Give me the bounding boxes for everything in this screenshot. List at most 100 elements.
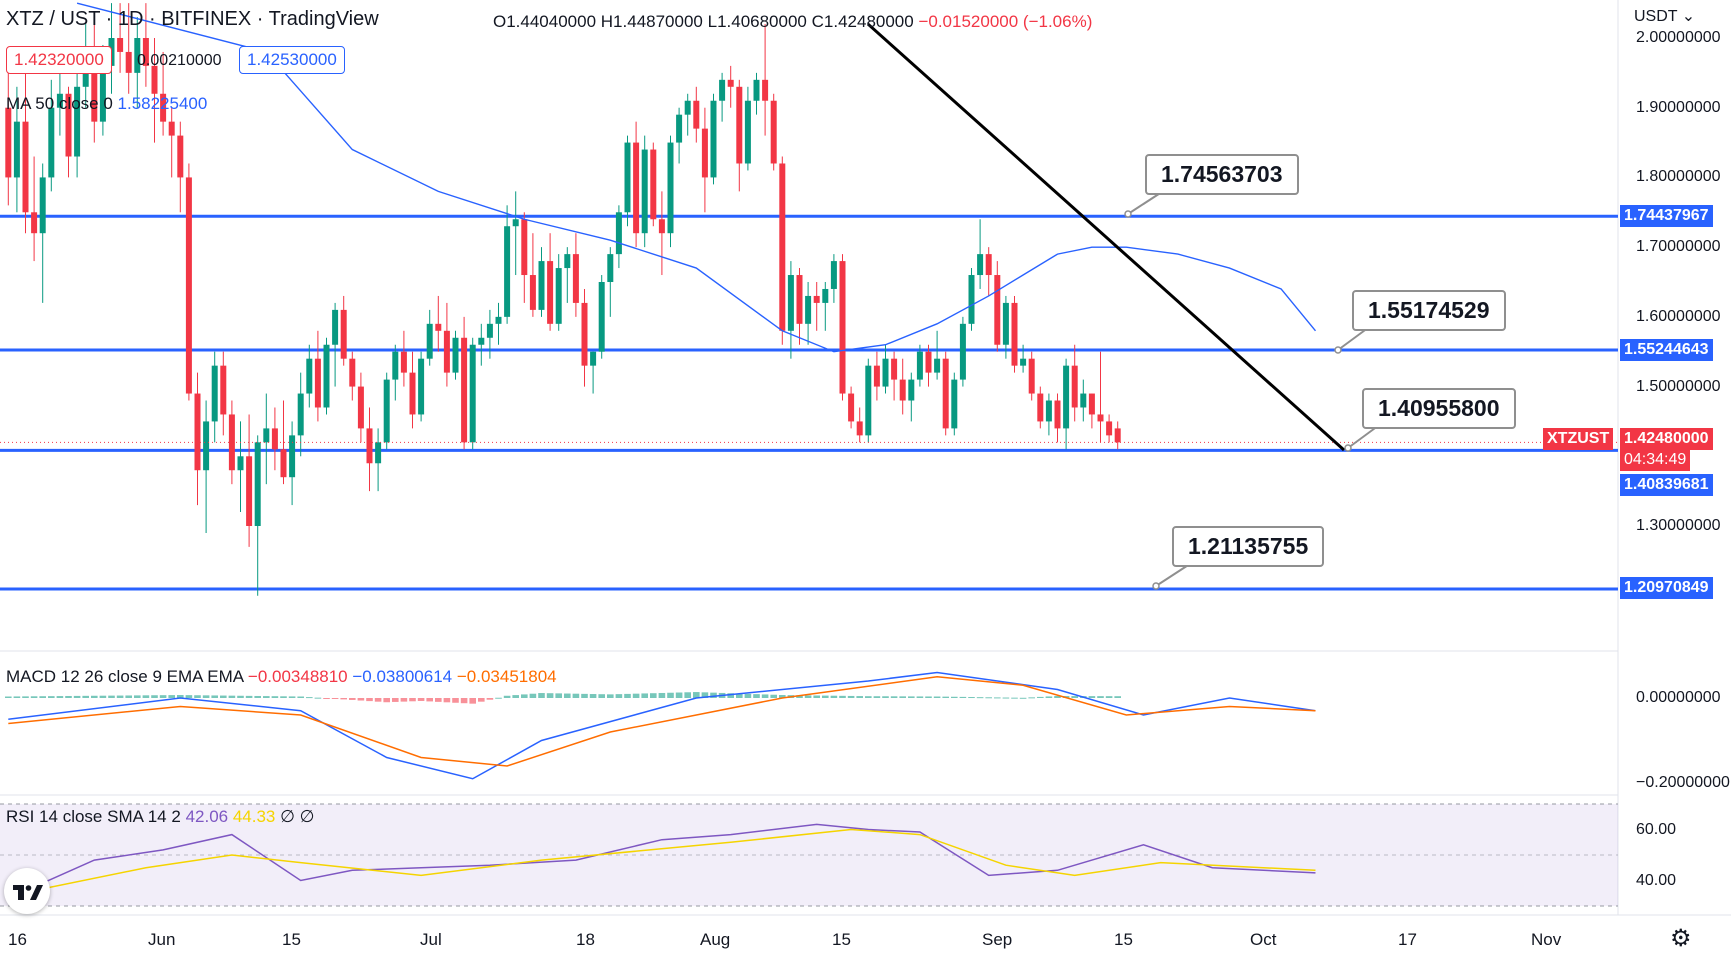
currency-selector[interactable]: USDT ⌄ [1634, 6, 1695, 26]
macd-hist-bar [615, 694, 623, 698]
candle-body [504, 226, 511, 317]
candle-body [994, 275, 1001, 345]
high-value: H1.44870000 [600, 12, 703, 31]
candle-body [160, 93, 167, 122]
macd-hist-bar [727, 693, 734, 698]
macd-hist-bar [254, 695, 261, 698]
macd-hist-bar [942, 696, 949, 698]
macd-hist-bar [1105, 696, 1113, 698]
macd-hist-bar [73, 695, 81, 698]
ma-legend[interactable]: MA 50 close 0 1.58225400 [6, 94, 207, 114]
macd-hist-bar [925, 696, 932, 698]
macd-hist-bar [116, 695, 124, 698]
macd-hist-bar [847, 695, 855, 698]
candle-body [787, 275, 794, 331]
price-axis-label: 1.90000000 [1636, 98, 1721, 116]
macd-hist-bar [460, 698, 468, 704]
callout-level-1[interactable]: 1.74563703 [1145, 154, 1299, 195]
candle-body [547, 261, 554, 324]
candle-body [882, 358, 889, 387]
macd-hist-bar [830, 695, 838, 698]
macd-hist-bar [495, 697, 502, 699]
sell-price-button[interactable]: 1.42320000 [6, 46, 112, 74]
macd-hist-bar [374, 698, 382, 702]
buy-price-button[interactable]: 1.42530000 [239, 46, 345, 74]
candle-body [1028, 358, 1035, 394]
macd-hist-bar [641, 693, 648, 698]
macd-hist-bar [856, 696, 863, 698]
candle-body [908, 379, 915, 401]
macd-hist-bar [1097, 696, 1104, 698]
macd-hist-bar [5, 696, 12, 698]
macd-hist-bar [1088, 696, 1096, 698]
candle-body [693, 100, 700, 129]
candle-body [873, 365, 880, 387]
candle-body [203, 421, 210, 471]
macd-hist-bar [478, 698, 485, 702]
tradingview-logo[interactable] [4, 868, 50, 914]
macd-legend[interactable]: MACD 12 26 close 9 EMA EMA −0.00348810 −… [6, 667, 557, 687]
macd-hist-bar [951, 696, 958, 698]
time-axis-label: 15 [832, 930, 851, 949]
callout-level-2[interactable]: 1.55174529 [1352, 290, 1506, 331]
macd-hist-bar [667, 692, 674, 698]
macd-hist-bar [1011, 697, 1018, 699]
macd-hist-bar [30, 696, 38, 698]
rsi-legend[interactable]: RSI 14 close SMA 14 2 42.06 44.33 ∅ ∅ [6, 807, 314, 827]
candle-body [13, 121, 20, 178]
candle-body [237, 456, 244, 471]
callout-anchor-2 [1334, 346, 1342, 354]
candle-body [916, 351, 923, 380]
candle-body [1002, 302, 1009, 345]
macd-hist-bar [1045, 696, 1053, 698]
candle-body [658, 219, 665, 234]
candle-body [564, 254, 571, 269]
candle-body [615, 212, 622, 255]
macd-hist-bar [409, 698, 416, 702]
candle-body [848, 393, 855, 422]
callout-level-4[interactable]: 1.21135755 [1172, 526, 1325, 567]
candle-body [762, 79, 769, 101]
candle-body [220, 365, 227, 415]
candle-body [271, 428, 278, 450]
candle-body [134, 38, 141, 73]
bar-countdown: 04:34:49 [1620, 449, 1691, 471]
macd-hist-bar [650, 693, 657, 698]
candle-body [529, 275, 536, 310]
macd-hist-bar [323, 698, 330, 699]
candle-body [805, 295, 812, 324]
macd-hist-bar [890, 696, 898, 698]
low-value: L1.40680000 [707, 12, 807, 31]
candle-body [521, 219, 528, 276]
macd-hist-bar [357, 698, 365, 701]
candle-body [409, 372, 416, 415]
candle-body [1080, 393, 1087, 408]
chevron-down-icon: ⌄ [1681, 8, 1696, 25]
macd-hist-bar [314, 697, 322, 699]
symbol-title[interactable]: XTZ / UST · 1D · BITFINEX · TradingView [6, 8, 379, 30]
macd-hist-bar [151, 695, 158, 698]
macd-hist-bar [469, 698, 476, 704]
macd-hist-bar [65, 695, 72, 698]
macd-hist-bar [976, 697, 984, 699]
change-value: −0.01520000 (−1.06%) [918, 12, 1093, 31]
macd-histogram [5, 692, 1121, 704]
candle-body [667, 142, 674, 234]
macd-hist-bar [91, 695, 98, 698]
candle-body [31, 212, 38, 234]
candle-body [719, 79, 726, 101]
macd-hist-bar [486, 698, 494, 700]
candle-body [839, 261, 846, 394]
candle-body [211, 365, 218, 422]
callout-level-3[interactable]: 1.40955800 [1362, 388, 1516, 429]
candle-body [753, 79, 760, 101]
macd-hist-bar [813, 695, 820, 698]
candle-body [1088, 393, 1095, 415]
candle-body [177, 135, 184, 178]
candle-body [633, 142, 640, 234]
candle-body [624, 142, 631, 213]
candle-body [581, 302, 588, 366]
macd-hist-bar [675, 692, 683, 698]
settings-gear-icon[interactable]: ⚙ [1670, 925, 1692, 952]
